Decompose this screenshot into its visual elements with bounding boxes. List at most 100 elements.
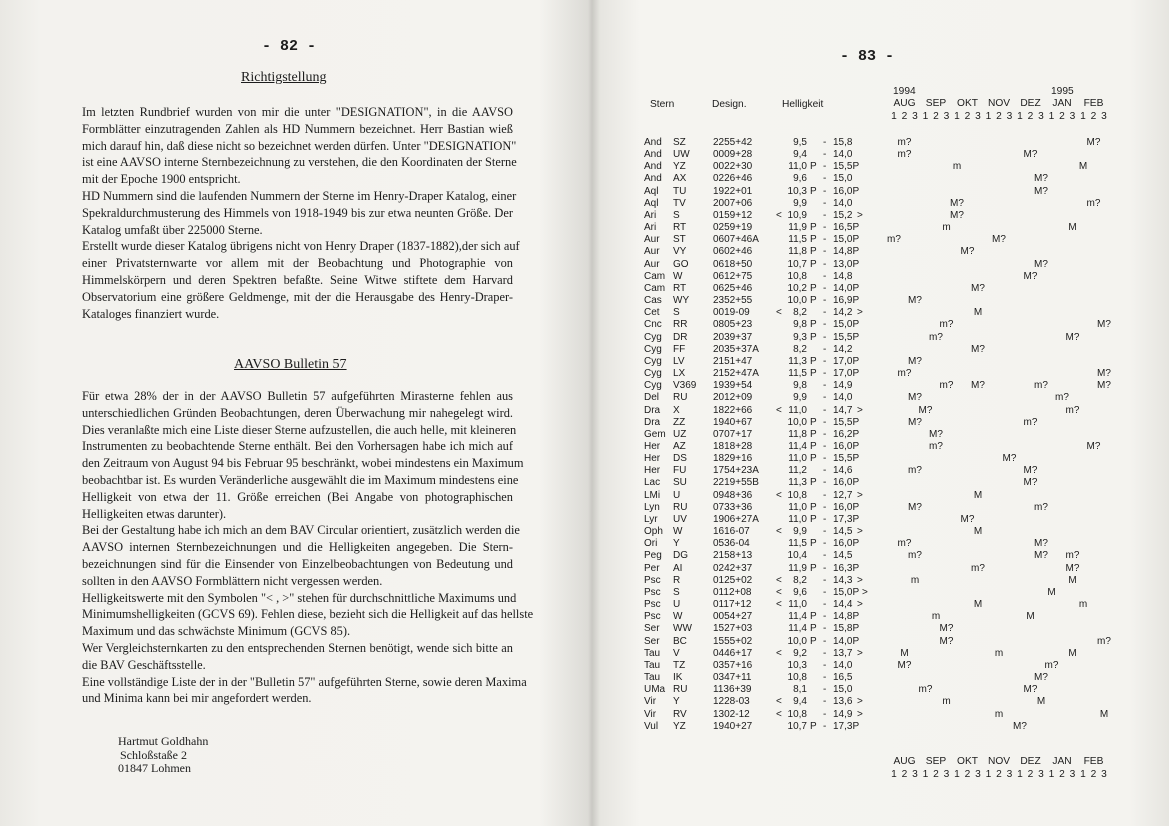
- variable-name: Y: [673, 696, 680, 708]
- text-line: Bei der Gestaltung habe ich mich an dem …: [82, 523, 520, 538]
- min-brightness: 15,0P: [833, 319, 860, 331]
- section-title-richtigstellung: Richtigstellung: [241, 70, 327, 85]
- mean-max-symbol: <: [776, 574, 782, 586]
- mean-max-symbol: <: [776, 586, 782, 598]
- decade-label: 2: [933, 769, 939, 780]
- maximum-marker: M: [1047, 586, 1056, 598]
- constellation: Vir: [644, 708, 657, 720]
- table-row: Lyr UV 1906+27A 11,0 P -17,3P M?: [0, 514, 1169, 526]
- photographic-flag: P: [810, 513, 817, 525]
- designation: 1822+66: [713, 404, 753, 416]
- decade-label: 3: [912, 111, 918, 122]
- photographic-flag: P: [810, 501, 817, 513]
- designation: 0259+19: [713, 222, 753, 234]
- range-dash: -: [823, 270, 827, 282]
- mean-max-symbol: <: [776, 307, 782, 319]
- text-line: unterschiedlichen Gründen Beobachtungen,…: [82, 405, 513, 420]
- photographic-flag: P: [810, 258, 817, 270]
- designation: 0019-09: [713, 307, 750, 319]
- maximum-marker: M?: [1097, 368, 1111, 380]
- max-brightness: 10,0: [787, 635, 807, 647]
- range-dash: -: [823, 258, 827, 270]
- table-row: Psc W 0054+27 11,4 P -14,8P m M: [0, 611, 1169, 623]
- designation: 0054+27: [713, 611, 753, 623]
- table-row: Ari RT 0259+19 11,9 P -16,5P m M: [0, 222, 1169, 234]
- text-line: Für etwa 28% der in der AAVSO Bulletin 5…: [82, 389, 513, 403]
- min-brightness: 16,0P: [833, 185, 860, 197]
- variable-name: DR: [673, 331, 688, 343]
- decade-label: 1: [1048, 769, 1055, 780]
- designation: 2152+47A: [713, 368, 759, 380]
- constellation: Cyg: [644, 355, 662, 367]
- min-brightness: 14,8P: [833, 246, 860, 258]
- max-brightness: 11,5: [788, 234, 807, 246]
- min-brightness: 16,9P: [833, 295, 860, 307]
- text-line: mich darauf hin, daß diese nicht so beze…: [82, 138, 517, 153]
- minimum-marker: m?: [929, 441, 943, 452]
- maximum-marker: M?: [918, 404, 933, 416]
- month-label-aug: AUG: [893, 98, 916, 109]
- table-row: Her DS 1829+16 11,0 P -15,5P M?: [0, 453, 1169, 465]
- table-row: Vir RV 1302-12 <10,8 -14,9 > m M: [0, 709, 1169, 721]
- photographic-flag: P: [810, 428, 817, 440]
- variable-name: W: [673, 526, 683, 538]
- designation: 0607+46A: [713, 234, 759, 246]
- mean-max-symbol: <: [776, 489, 782, 501]
- constellation: Oph: [644, 526, 663, 538]
- designation: 0117+12: [713, 599, 752, 611]
- minimum-marker: m?: [897, 149, 912, 161]
- table-row: Ser WW 1527+03 11,4 P -15,8P M?: [0, 623, 1169, 635]
- section-title-bulletin: AAVSO Bulletin 57: [234, 357, 347, 372]
- constellation: Ori: [644, 538, 658, 550]
- photographic-flag: P: [810, 161, 817, 173]
- minimum-marker: m?: [939, 319, 954, 331]
- text-line: Erstellt wurde dieser Katalog übrigens n…: [82, 239, 520, 254]
- designation: 1906+27A: [713, 513, 759, 525]
- maximum-marker: M?: [1065, 562, 1080, 574]
- range-dash: -: [823, 477, 827, 489]
- range-dash: -: [823, 453, 827, 465]
- designation: 0159+12: [713, 209, 753, 221]
- author-street: Schloßstaße 2: [120, 747, 187, 762]
- max-brightness: 11,3: [788, 477, 807, 489]
- min-brightness: 14,8: [833, 270, 853, 282]
- variable-name: DS: [673, 453, 687, 465]
- constellation: LMi: [644, 489, 661, 501]
- minimum-marker: m?: [908, 550, 922, 562]
- range-dash: -: [823, 234, 827, 246]
- variable-name: AZ: [673, 441, 686, 452]
- maximum-marker: M?: [1034, 672, 1048, 684]
- min-brightness: 13,6: [833, 696, 853, 708]
- maximum-marker: M?: [1065, 331, 1080, 343]
- variable-name: WY: [673, 295, 690, 307]
- constellation: Cet: [644, 307, 660, 319]
- table-row: Del RU 2012+09 9,9 -14,0 M? m?: [0, 392, 1169, 404]
- constellation: Cyg: [644, 380, 662, 392]
- mean-min-symbol: >: [857, 599, 863, 611]
- constellation: Gem: [644, 428, 666, 440]
- table-row: Dra ZZ 1940+67 10,0 P -15,5P M? m?: [0, 417, 1169, 429]
- table-row: Gem UZ 0707+17 11,8 P -16,2P M?: [0, 429, 1169, 441]
- photographic-flag: P: [810, 246, 817, 258]
- mean-max-symbol: <: [776, 599, 782, 611]
- designation: 2151+47: [713, 355, 753, 367]
- text-line: Helligkeit von etwa der 11. Größe erreic…: [82, 489, 513, 504]
- text-line: Instrumenten zu beobachtende Sterne enth…: [82, 439, 513, 454]
- table-row: Per AI 0242+37 11,9 P -16,3P m? M?: [0, 563, 1169, 575]
- month-label-aug: AUG: [893, 756, 916, 767]
- photographic-flag: P: [810, 416, 817, 428]
- variable-name: YZ: [673, 161, 686, 173]
- min-brightness: 14,9: [833, 380, 853, 392]
- min-brightness: 14,0: [833, 392, 853, 404]
- designation: 0112+08: [713, 586, 752, 598]
- range-dash: -: [823, 319, 827, 331]
- variable-name: U: [673, 489, 681, 501]
- range-dash: -: [823, 611, 827, 623]
- minimum-marker: m?: [918, 684, 933, 696]
- max-brightness: 10,0: [787, 295, 807, 307]
- variable-name: S: [673, 586, 680, 598]
- constellation: Ser: [644, 635, 660, 647]
- decade-label: 1: [1017, 769, 1023, 780]
- range-dash: -: [823, 720, 827, 732]
